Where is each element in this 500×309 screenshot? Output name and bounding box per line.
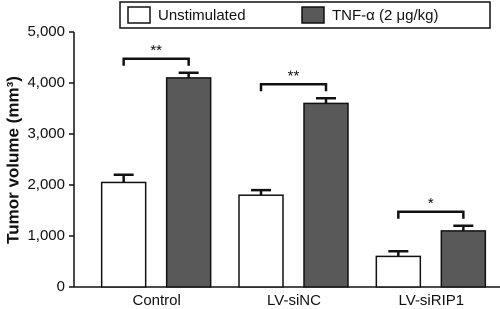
legend-box	[119, 1, 491, 29]
bar	[303, 102, 349, 288]
bar	[238, 194, 284, 288]
error-bar	[113, 173, 134, 183]
error-bar	[178, 71, 199, 78]
y-axis-label: Tumor volume (mm³)	[3, 76, 22, 244]
legend-label: Unstimulated	[158, 7, 246, 24]
legend-swatch	[301, 6, 325, 24]
y-tick-label: 1,000	[27, 227, 65, 244]
significance-label: *	[428, 195, 434, 212]
error-bar	[251, 188, 271, 196]
significance-label: **	[288, 67, 300, 84]
error-bar	[316, 97, 336, 104]
significance-bracket	[397, 210, 465, 219]
bar	[440, 230, 487, 288]
x-tick-label: Control	[132, 292, 180, 309]
significance-bracket	[122, 57, 190, 66]
significance-label: **	[150, 42, 162, 59]
error-bar	[453, 224, 474, 231]
y-tick-label: 0	[57, 278, 65, 295]
x-tick-label: LV-siNC	[267, 292, 321, 309]
y-tick-label: 4,000	[27, 74, 65, 91]
bar	[100, 181, 147, 288]
bar	[165, 77, 212, 288]
y-tick-label: 2,000	[27, 176, 65, 193]
legend-swatch	[127, 6, 151, 24]
error-bar	[388, 250, 409, 257]
legend-label: TNF-α (2 μg/kg)	[332, 7, 439, 24]
y-tick-label: 3,000	[27, 125, 65, 142]
y-tick-label: 5,000	[27, 23, 65, 40]
x-tick-label: LV-siRIP1	[399, 292, 465, 309]
bar	[375, 255, 422, 288]
significance-bracket	[259, 83, 328, 92]
